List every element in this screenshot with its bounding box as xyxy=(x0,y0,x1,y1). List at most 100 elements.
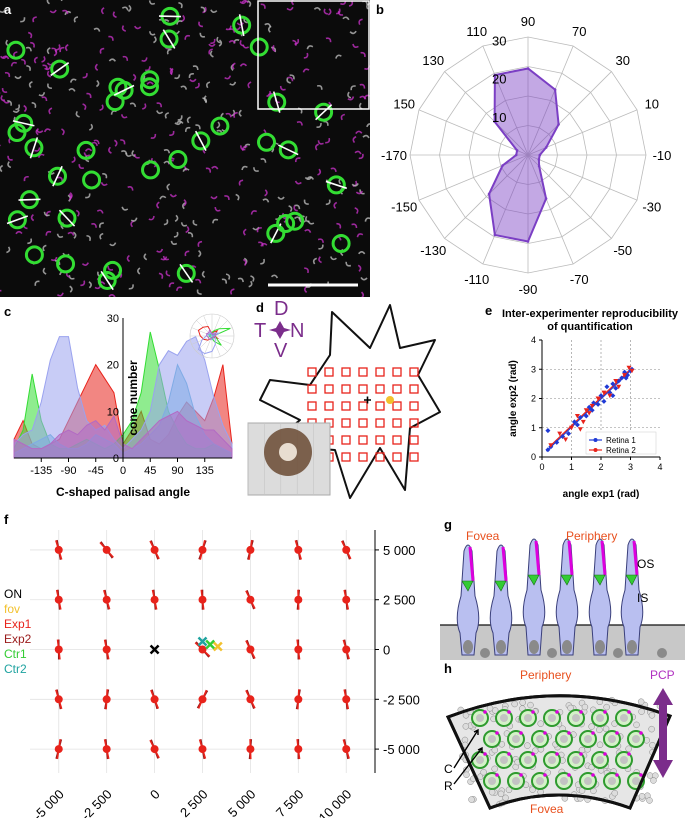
nucleus xyxy=(595,640,605,654)
y-tick-label: 2 xyxy=(531,394,536,404)
cone-center xyxy=(536,735,544,743)
pcp-dot xyxy=(591,773,595,777)
x-tick-label: 2 xyxy=(598,462,603,472)
chart-title: Inter-experimenter reproducibility xyxy=(502,308,679,320)
cone-center xyxy=(560,735,568,743)
sample-point xyxy=(103,745,111,753)
pcp-dot xyxy=(519,773,523,777)
legend-label: Retina 1 xyxy=(606,436,636,445)
cone-center xyxy=(512,777,520,785)
cone-center xyxy=(632,735,640,743)
data-point xyxy=(501,164,504,167)
data-point-retina2 xyxy=(578,427,583,432)
y-tick-label: -5 000 xyxy=(383,742,420,757)
cone-center xyxy=(632,777,640,785)
legend-marker xyxy=(594,448,598,452)
rod xyxy=(487,705,493,711)
x-tick-label: 7 500 xyxy=(273,787,307,818)
rod xyxy=(463,772,469,778)
y-tick-label: 4 xyxy=(531,335,536,345)
x-tick-label: 0 xyxy=(147,787,163,803)
angle-tick-label: 110 xyxy=(466,24,487,39)
rod xyxy=(582,704,588,710)
sample-point xyxy=(103,546,111,554)
rod xyxy=(650,777,656,783)
data-point xyxy=(557,123,560,126)
sample-point xyxy=(55,745,63,753)
nucleus xyxy=(562,640,572,654)
rod xyxy=(498,791,504,797)
fovea-dot xyxy=(386,396,394,404)
x-tick-label: 45 xyxy=(144,465,156,477)
y-tick-label: 5 000 xyxy=(383,543,416,558)
label-r: R xyxy=(444,779,453,793)
sample-point xyxy=(199,695,207,703)
nucleus xyxy=(496,640,506,654)
cone-center xyxy=(488,735,496,743)
y-tick-label: 0 xyxy=(383,643,390,658)
cone-center xyxy=(596,756,604,764)
y-tick-label: 2 500 xyxy=(383,593,416,608)
angle-tick-label: -170 xyxy=(381,148,407,163)
sample-point xyxy=(294,695,302,703)
angle-tick-label: 150 xyxy=(393,97,415,112)
sample-point xyxy=(103,646,111,654)
data-point xyxy=(538,165,541,168)
y-axis-label: cone number xyxy=(126,360,140,436)
orientation-d: D xyxy=(274,298,288,321)
nucleus xyxy=(480,648,490,658)
data-point xyxy=(515,154,518,157)
pcp-dot xyxy=(579,710,583,714)
sample-point xyxy=(151,745,159,753)
cone-center xyxy=(572,756,580,764)
panel-label-c: c xyxy=(4,304,11,319)
sample-point xyxy=(55,596,63,604)
x-tick-label: 0 xyxy=(539,462,544,472)
pcp-dot xyxy=(519,731,523,735)
cone-center xyxy=(524,756,532,764)
x-axis-label: angle exp1 (rad) xyxy=(563,489,640,500)
panel-label-h: h xyxy=(444,661,452,676)
data-point xyxy=(516,149,519,152)
polar-chart: 90703010-10-30-50-70-90-110-130-150-1701… xyxy=(370,0,685,297)
pcp-dot xyxy=(603,752,607,756)
rod xyxy=(634,722,640,728)
rod xyxy=(612,790,618,796)
x-tick-label: -45 xyxy=(88,465,104,477)
pcp-dot xyxy=(495,731,499,735)
data-point-retina1 xyxy=(604,384,609,389)
pcp-dot xyxy=(543,731,547,735)
rod xyxy=(512,701,518,707)
data-point xyxy=(488,193,491,196)
rod xyxy=(649,712,655,718)
sample-point xyxy=(199,745,207,753)
sample-point xyxy=(103,695,111,703)
angle-tick-label: 90 xyxy=(521,14,535,29)
sampling-square xyxy=(410,453,418,461)
x-tick-label: 5 000 xyxy=(225,787,259,818)
angle-tick-label: -50 xyxy=(613,243,632,258)
cone-center xyxy=(572,714,580,722)
pcp-dot xyxy=(615,731,619,735)
panel-label-b: b xyxy=(376,2,384,17)
rod xyxy=(604,704,610,710)
label-periphery: Periphery xyxy=(520,668,571,682)
sample-point xyxy=(199,596,207,604)
photo-retina-center xyxy=(279,443,297,461)
sample-point xyxy=(55,546,63,554)
legend-item: fov xyxy=(4,602,31,617)
pcp-dot xyxy=(543,773,547,777)
legend-item: Ctr1 xyxy=(4,647,31,662)
legend-item: Exp2 xyxy=(4,632,31,647)
data-point xyxy=(554,88,557,91)
pcp-dot xyxy=(603,710,607,714)
data-point-retina2 xyxy=(563,437,568,442)
pcp-dot xyxy=(567,773,571,777)
microscopy-image xyxy=(0,0,370,297)
cone-center xyxy=(548,714,556,722)
cone-center xyxy=(560,777,568,785)
radial-tick-label: 30 xyxy=(492,34,506,49)
rod xyxy=(626,746,632,752)
y-axis-label: angle exp2 (rad) xyxy=(508,360,519,437)
